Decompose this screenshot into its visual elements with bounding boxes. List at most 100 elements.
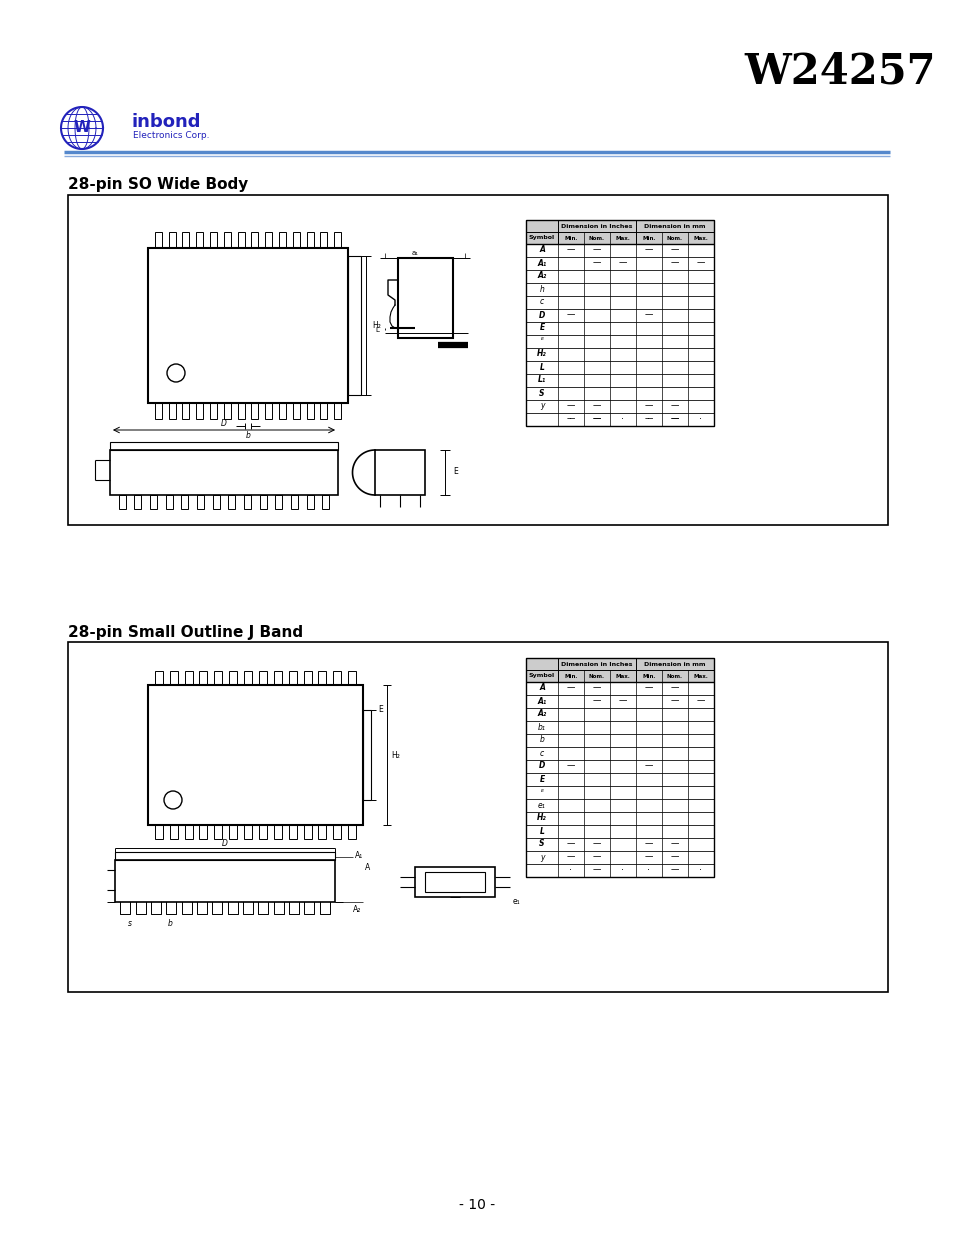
Text: —: — <box>592 697 600 705</box>
Text: s: s <box>128 920 132 929</box>
Text: H₂: H₂ <box>537 814 546 823</box>
Text: E: E <box>538 774 544 783</box>
Bar <box>154 232 162 248</box>
Text: ·: · <box>647 864 650 876</box>
Bar <box>525 734 713 747</box>
Text: y: y <box>539 401 543 410</box>
Bar <box>375 450 424 495</box>
Bar <box>525 220 713 426</box>
Text: —: — <box>670 258 679 268</box>
Text: —: — <box>644 401 653 410</box>
Bar <box>224 232 231 248</box>
Bar <box>169 232 175 248</box>
Text: —: — <box>592 401 600 410</box>
Text: D: D <box>538 762 544 771</box>
Text: ·: · <box>699 414 701 424</box>
Text: L: L <box>539 826 544 836</box>
Bar <box>244 671 252 685</box>
Bar <box>252 232 258 248</box>
Bar <box>306 495 314 509</box>
Text: —: — <box>566 683 575 693</box>
Bar <box>154 671 163 685</box>
Text: —: — <box>670 415 679 424</box>
Bar <box>333 671 341 685</box>
Text: Max.: Max. <box>693 236 708 241</box>
Bar <box>525 296 713 309</box>
Bar <box>348 256 360 395</box>
Bar <box>214 825 222 839</box>
Text: —: — <box>592 415 600 424</box>
Bar <box>244 825 252 839</box>
Text: A₁: A₁ <box>537 697 546 705</box>
Bar <box>237 232 244 248</box>
Bar <box>525 721 713 734</box>
Bar <box>278 403 286 419</box>
Text: H₂: H₂ <box>537 350 546 358</box>
Text: —: — <box>670 697 679 705</box>
Text: A₂: A₂ <box>537 272 546 280</box>
Text: —: — <box>592 258 600 268</box>
Bar <box>525 864 713 877</box>
Bar <box>293 403 299 419</box>
Text: Min.: Min. <box>641 673 655 678</box>
Text: —: — <box>644 852 653 862</box>
Text: —: — <box>566 852 575 862</box>
Bar <box>348 825 355 839</box>
Text: Symbol: Symbol <box>528 236 555 241</box>
Bar <box>196 495 204 509</box>
Text: h: h <box>539 284 544 294</box>
Text: —: — <box>644 840 653 848</box>
Bar <box>214 671 222 685</box>
Bar <box>181 495 188 509</box>
Bar <box>170 825 177 839</box>
Text: A₁: A₁ <box>355 851 363 860</box>
Bar <box>182 232 190 248</box>
Bar <box>229 671 237 685</box>
Bar <box>244 495 251 509</box>
Bar <box>525 309 713 322</box>
Text: —: — <box>592 683 600 693</box>
Bar <box>525 270 713 283</box>
Bar <box>424 872 484 892</box>
Bar <box>318 825 326 839</box>
Text: c: c <box>539 748 543 757</box>
Text: ·: · <box>699 864 701 876</box>
Text: L: L <box>375 327 378 333</box>
Text: ·: · <box>620 864 624 876</box>
Bar <box>148 248 348 403</box>
Text: D: D <box>222 839 228 847</box>
Bar <box>115 852 335 860</box>
Text: b₁: b₁ <box>537 722 545 731</box>
Bar <box>525 785 713 799</box>
Bar <box>229 825 237 839</box>
Text: —: — <box>566 310 575 320</box>
Bar <box>525 658 713 682</box>
Text: H₂: H₂ <box>391 751 399 760</box>
Text: Dimension in Inches: Dimension in Inches <box>560 224 632 228</box>
Bar <box>185 671 193 685</box>
Text: A: A <box>365 863 370 872</box>
Bar <box>274 825 281 839</box>
Text: —: — <box>618 258 626 268</box>
Bar <box>274 671 281 685</box>
Text: Symbol: Symbol <box>528 673 555 678</box>
Text: 28-pin Small Outline J Band: 28-pin Small Outline J Band <box>68 625 303 640</box>
Text: —: — <box>618 697 626 705</box>
Bar <box>228 495 235 509</box>
Text: —: — <box>566 401 575 410</box>
Bar <box>110 450 337 495</box>
Text: —: — <box>592 415 600 424</box>
Text: S: S <box>538 389 544 398</box>
Text: ·: · <box>569 414 572 424</box>
Bar <box>525 708 713 721</box>
Text: —: — <box>592 866 600 874</box>
Bar <box>397 258 453 338</box>
Text: —: — <box>644 246 653 254</box>
Text: Min.: Min. <box>641 236 655 241</box>
Bar <box>166 495 172 509</box>
Bar <box>525 245 713 257</box>
Text: —: — <box>644 762 653 771</box>
Bar <box>525 400 713 412</box>
Text: —: — <box>644 415 653 424</box>
Bar <box>150 495 157 509</box>
